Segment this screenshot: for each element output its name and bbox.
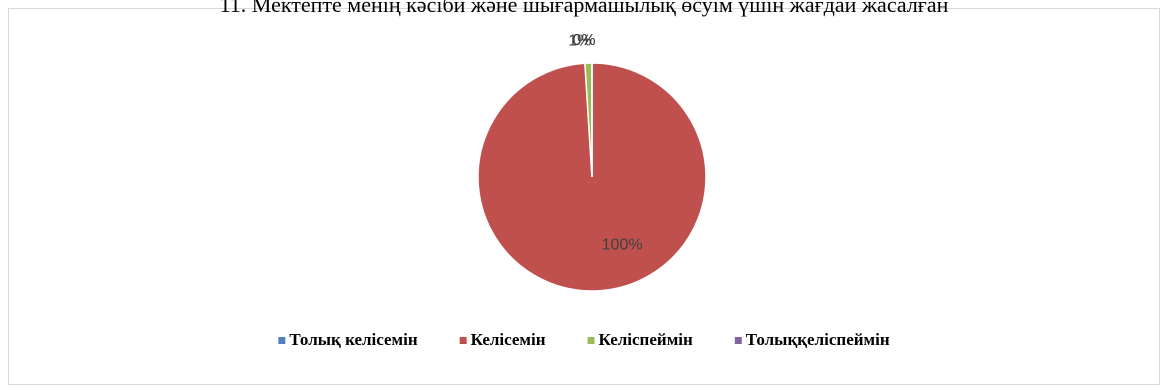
legend-label: Келіспеймін	[599, 330, 693, 349]
value-label: 100%	[602, 237, 643, 254]
value-label: 0%	[572, 32, 595, 49]
legend-swatch	[278, 337, 286, 344]
legend-label: Келісемін	[471, 330, 546, 349]
legend-label: Толық келісемін	[289, 330, 417, 349]
legend-swatch	[587, 337, 595, 344]
legend: Толық келісемін Келісемін Келіспеймін Толық…	[278, 330, 890, 349]
legend-swatch	[459, 337, 467, 344]
legend-label: Толыққеліспеймін	[746, 330, 890, 349]
legend-swatch	[734, 337, 742, 344]
value-label: 1%	[568, 32, 591, 49]
chart-title: 11. Мектепте менің кәсіби және шығармашы…	[220, 0, 949, 17]
value-label: 0%	[572, 32, 595, 49]
